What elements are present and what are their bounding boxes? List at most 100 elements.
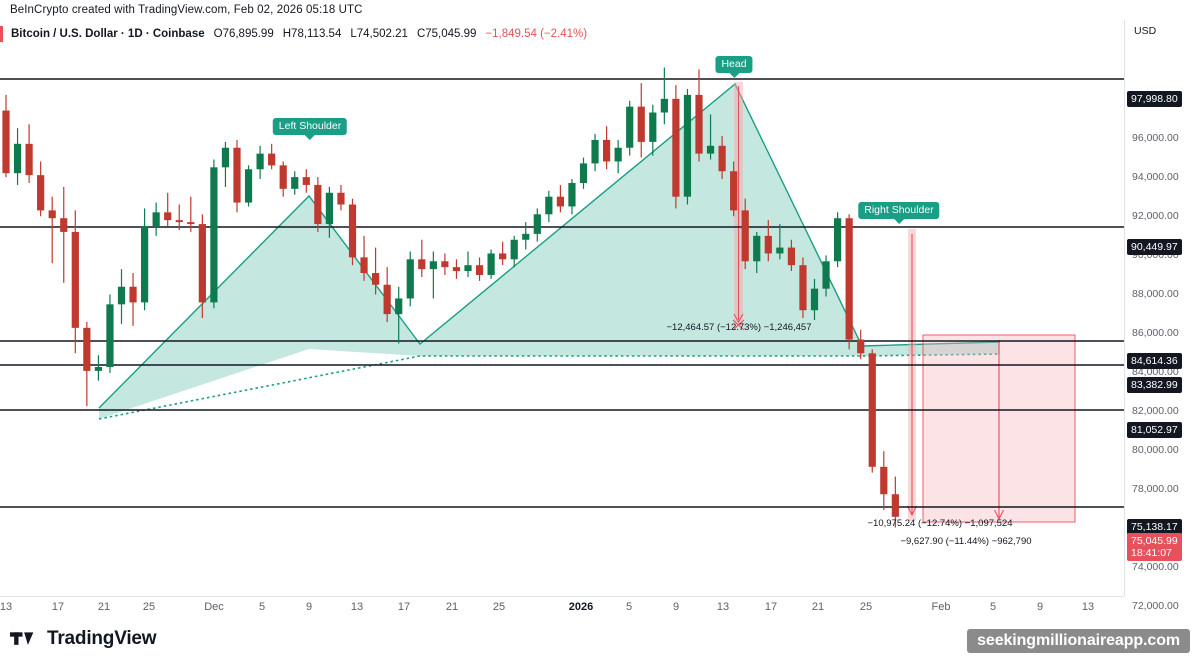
pattern-label-head[interactable]: Head: [715, 56, 753, 78]
candle: [244, 165, 253, 207]
time-tick: 25: [859, 601, 873, 613]
price-tick: 88,000.00: [1132, 288, 1179, 300]
pattern-label-caret: [305, 135, 315, 140]
time-scale[interactable]: 13 17 21 25 Dec 5 9 13 17 21 25 2026 5 9 13 17 21 25 Feb 5 9…: [0, 596, 1124, 620]
price-tick: 84,000.00: [1132, 366, 1179, 378]
symbol-label[interactable]: Bitcoin / U.S. Dollar · 1D · Coinbase: [11, 28, 205, 40]
time-tick: 9: [672, 601, 680, 613]
candle: [406, 251, 414, 307]
candle: [695, 69, 703, 162]
measurement-text-2: −10,975.24 (−12.74%) −1,097,524: [867, 518, 1013, 529]
candle: [418, 239, 426, 277]
measurement-text-3: −9,627.90 (−11.44%) −962,790: [900, 536, 1032, 547]
candle: [60, 186, 68, 283]
time-tick: 13: [0, 601, 13, 613]
candle: [372, 247, 380, 295]
candle: [868, 349, 876, 473]
tradingview-wordmark: TradingView: [47, 628, 157, 649]
price-level-badge[interactable]: 75,138.17: [1127, 519, 1182, 535]
price-tick: 72,000.00: [1132, 600, 1179, 612]
candle: [360, 235, 368, 281]
candle: [256, 145, 264, 180]
high-value: H78,113.54: [283, 28, 342, 40]
candle: [834, 212, 842, 268]
time-tick: 5: [625, 601, 633, 613]
candle: [776, 224, 784, 260]
time-tick: 21: [811, 601, 825, 613]
site-watermark: seekingmillionaireapp.com: [967, 629, 1190, 653]
candle: [660, 67, 668, 125]
chart-plot-area[interactable]: [0, 44, 1124, 596]
price-level-badge[interactable]: 90,449.97: [1127, 239, 1182, 255]
low-value: L74,502.21: [350, 28, 408, 40]
candle: [741, 198, 749, 270]
pattern-label-left-shoulder[interactable]: Left Shoulder: [272, 118, 348, 140]
candle: [314, 177, 322, 232]
time-tick: 21: [445, 601, 459, 613]
candle: [626, 100, 634, 156]
low-number: 74,502.21: [356, 28, 408, 40]
high-number: 78,113.54: [291, 28, 342, 40]
price-tick: 82,000.00: [1132, 405, 1179, 417]
price-level-badge[interactable]: 83,382.99: [1127, 377, 1182, 393]
candle: [533, 208, 541, 242]
pattern-label-right-shoulder[interactable]: Right Shoulder: [858, 202, 940, 224]
candle: [603, 126, 611, 170]
candle: [210, 159, 218, 309]
time-tick: 9: [1036, 601, 1044, 613]
time-scale-border: [0, 596, 1124, 597]
candle: [395, 286, 403, 344]
price-tick: 86,000.00: [1132, 327, 1179, 339]
open-number: 76,895.99: [222, 28, 274, 40]
measure-arrow-breakdown-2: [994, 340, 1004, 521]
candle: [891, 476, 899, 528]
candle: [291, 171, 299, 195]
candle: [510, 235, 518, 268]
candle: [106, 294, 114, 373]
last-price-badge[interactable]: 75,045.99 18:41:07: [1127, 533, 1182, 561]
candle: [83, 321, 91, 407]
price-scale[interactable]: USD 96,000.00 94,000.00 92,000.00 90,000.00…: [1124, 20, 1200, 612]
candle: [279, 161, 287, 197]
last-price-value: 75,045.99: [1131, 535, 1178, 547]
candle: [579, 157, 588, 189]
head-and-shoulders-shading: [98, 82, 1001, 420]
price-level-badge[interactable]: 81,052.97: [1127, 422, 1182, 438]
price-tick: 74,000.00: [1132, 561, 1179, 573]
attribution-text: BeInCrypto created with TradingView.com,…: [10, 4, 363, 16]
measurement-text-1: −12,464.57 (−12.73%) −1,246,457: [666, 322, 812, 333]
time-tick: Dec: [204, 601, 224, 613]
time-tick: 13: [1081, 601, 1095, 613]
tradingview-mark-icon: [10, 632, 34, 645]
candle: [221, 141, 230, 187]
candle: [475, 257, 484, 281]
candle: [822, 255, 830, 297]
candle: [845, 214, 853, 350]
high-key: H: [282, 28, 292, 40]
candle: [164, 192, 172, 227]
tradingview-logo[interactable]: TradingView: [10, 628, 157, 650]
candle: [152, 202, 160, 236]
candle: [94, 355, 102, 381]
candle: [637, 83, 645, 158]
time-tick: 2026: [568, 601, 594, 613]
candle: [683, 89, 692, 205]
candle: [706, 114, 715, 160]
candle: [464, 251, 472, 277]
candle: [730, 161, 738, 217]
price-level-badge[interactable]: 97,998.80: [1127, 91, 1182, 107]
time-tick: 9: [305, 601, 313, 613]
candle: [649, 104, 657, 156]
time-tick: 17: [397, 601, 411, 613]
candle: [25, 124, 33, 183]
measure-arrow-breakdown-1: [907, 234, 917, 517]
time-tick: 13: [350, 601, 364, 613]
candle: [799, 257, 807, 319]
price-level-badge[interactable]: 84,614.36: [1127, 353, 1182, 369]
footer-bar: TradingView seekingmillionaireapp.com: [0, 620, 1200, 660]
time-tick: 21: [97, 601, 111, 613]
candle: [568, 179, 576, 215]
change-value: −1,849.54 (−2.41%): [485, 28, 588, 40]
candle: [591, 134, 599, 172]
